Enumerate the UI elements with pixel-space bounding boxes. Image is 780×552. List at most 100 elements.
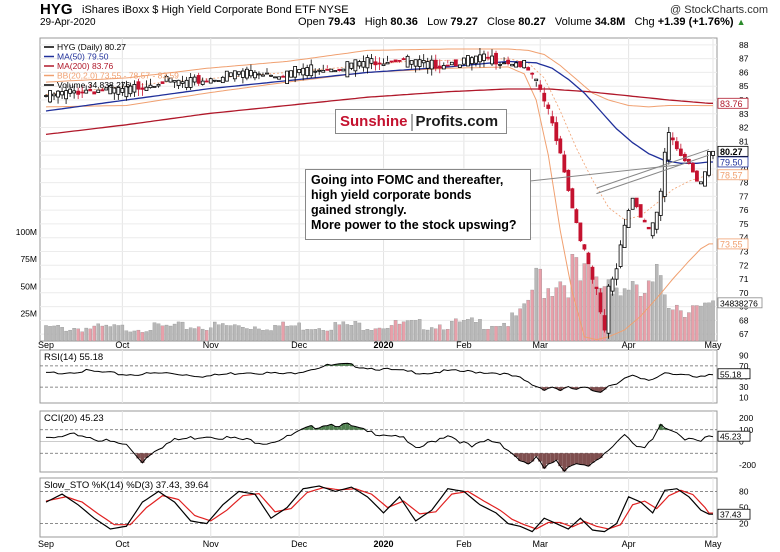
volume-bar bbox=[486, 329, 490, 342]
brand-profits: Profits.com bbox=[415, 113, 499, 130]
volume-bar bbox=[691, 305, 695, 342]
price-candle bbox=[666, 132, 671, 161]
price-candle bbox=[48, 90, 52, 103]
price-candle bbox=[622, 224, 627, 248]
volume-tick-label: 100M bbox=[16, 227, 37, 237]
volume-bar bbox=[409, 320, 414, 342]
price-candle bbox=[168, 77, 173, 83]
volume-bar bbox=[542, 298, 546, 342]
price-candle bbox=[482, 53, 486, 61]
price-candle bbox=[140, 87, 145, 90]
x-axis-label-bottom: Sep bbox=[38, 539, 54, 549]
volume-bar bbox=[180, 321, 185, 342]
volume-bar bbox=[711, 300, 715, 342]
x-axis-label: 2020 bbox=[374, 340, 394, 350]
volume-bar bbox=[317, 328, 321, 342]
volume-bar bbox=[470, 317, 474, 342]
price-candle bbox=[92, 91, 97, 95]
price-value-tag bbox=[717, 145, 749, 157]
price-tick-label: 83 bbox=[739, 109, 749, 119]
price-candle bbox=[261, 74, 265, 77]
price-candle bbox=[441, 65, 446, 70]
volume-bar bbox=[229, 325, 233, 342]
volume-bar bbox=[687, 312, 691, 342]
price-value-tag-label: 83.76 bbox=[720, 99, 743, 109]
volume-bar bbox=[124, 330, 129, 342]
volume-bar bbox=[341, 321, 346, 342]
price-candle bbox=[52, 93, 56, 97]
high-label: High bbox=[364, 16, 388, 28]
price-candle bbox=[156, 83, 161, 87]
price-candle bbox=[510, 63, 514, 67]
volume-tick-label: 25M bbox=[20, 309, 37, 319]
volume-bar bbox=[498, 325, 502, 342]
price-tick-label: 77 bbox=[739, 191, 749, 201]
price-candle bbox=[538, 84, 543, 90]
volume-bar bbox=[257, 328, 261, 342]
price-candle bbox=[377, 62, 382, 65]
chart-header: HYG iShares iBoxx $ High Yield Corporate… bbox=[0, 0, 780, 38]
price-candle bbox=[361, 61, 366, 68]
x-axis-label-bottom: Feb bbox=[456, 539, 472, 549]
volume-bar bbox=[281, 321, 285, 342]
price-tick-label: 70 bbox=[739, 288, 749, 298]
volume-bar bbox=[478, 319, 482, 342]
volume-bar bbox=[466, 319, 470, 342]
volume-bar bbox=[679, 310, 683, 342]
high-value: 80.36 bbox=[390, 16, 418, 28]
volume-bar bbox=[172, 323, 177, 342]
price-tick-label: 86 bbox=[739, 67, 749, 77]
volume-bar bbox=[699, 305, 703, 342]
ohlc-quote: Open 79.43 High 80.36 Low 79.27 Close 80… bbox=[298, 16, 746, 28]
volume-bar bbox=[369, 330, 374, 342]
price-candle bbox=[514, 62, 519, 68]
price-candle bbox=[220, 76, 225, 84]
volume-bar bbox=[249, 329, 253, 342]
price-candle bbox=[534, 78, 539, 82]
price-value-tag bbox=[717, 238, 749, 250]
price-candle bbox=[506, 59, 510, 65]
volume-bar bbox=[558, 281, 563, 342]
price-candle bbox=[522, 60, 527, 69]
price-candle bbox=[301, 67, 306, 76]
volume-bar bbox=[518, 308, 522, 342]
price-candle bbox=[703, 171, 707, 187]
price-candle bbox=[586, 252, 591, 265]
volume-bar bbox=[168, 325, 173, 342]
price-candle bbox=[699, 181, 703, 185]
price-value-tag bbox=[717, 156, 749, 168]
volume-bar bbox=[60, 327, 64, 342]
price-candle bbox=[329, 68, 334, 73]
price-candle bbox=[578, 222, 583, 242]
price-candle bbox=[144, 86, 149, 91]
price-value-tag-label: 73.55 bbox=[720, 239, 743, 249]
price-candle bbox=[88, 88, 93, 92]
rsi-value-tag-label: 55.18 bbox=[720, 369, 742, 379]
stochastic-d-line bbox=[45, 487, 713, 530]
price-candle bbox=[345, 61, 350, 78]
volume-bar bbox=[671, 309, 675, 342]
volume-bar bbox=[148, 330, 153, 342]
low-label: Low bbox=[427, 16, 448, 28]
price-candle bbox=[449, 61, 454, 66]
volume-bar bbox=[361, 330, 366, 342]
volume-bar bbox=[200, 328, 205, 342]
price-candle bbox=[610, 278, 615, 292]
volume-bar bbox=[634, 284, 639, 342]
volume-bar bbox=[253, 326, 257, 342]
volume-bar bbox=[196, 326, 201, 342]
price-candle bbox=[180, 81, 185, 84]
volume-bar bbox=[325, 330, 330, 342]
price-candle bbox=[124, 85, 129, 98]
price-candle bbox=[470, 57, 474, 65]
price-candle bbox=[626, 210, 631, 228]
legend-volume: Volume 34,838,276 bbox=[57, 80, 131, 90]
price-candle bbox=[397, 59, 402, 62]
price-candle bbox=[132, 83, 137, 93]
price-candle bbox=[164, 75, 169, 82]
price-candle bbox=[630, 197, 635, 210]
security-name: iShares iBoxx $ High Yield Corporate Bon… bbox=[82, 4, 349, 16]
rsi-tick-label: 10 bbox=[739, 393, 749, 403]
price-candle bbox=[465, 55, 470, 67]
price-candle bbox=[228, 72, 233, 77]
